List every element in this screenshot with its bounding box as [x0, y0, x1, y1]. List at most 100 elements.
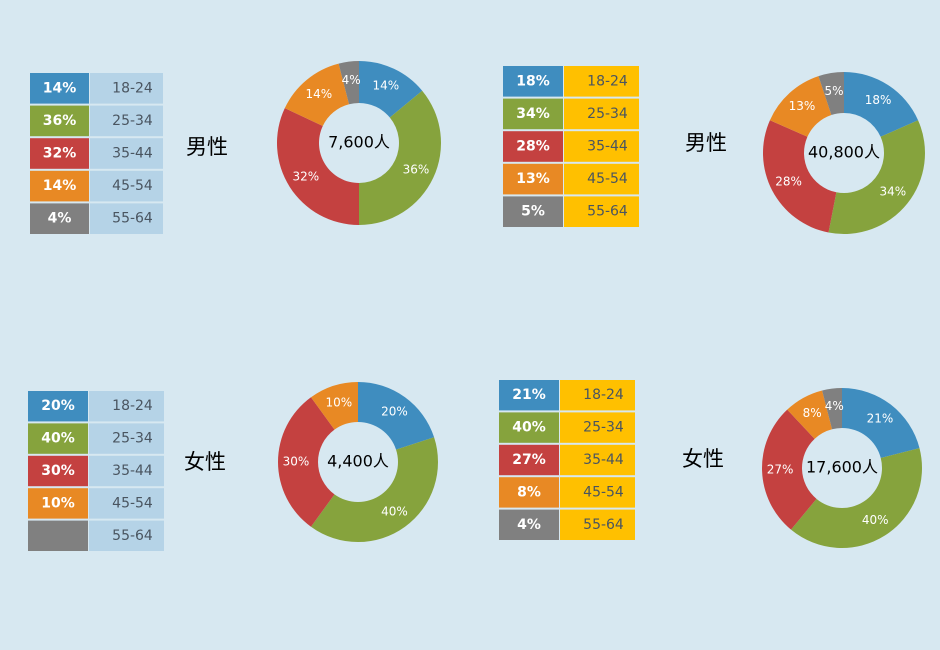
label-cell [560, 477, 635, 508]
percent-cell [30, 170, 89, 202]
age-label: 55-64 [112, 528, 153, 544]
label-cell [89, 455, 164, 487]
percent-cell [28, 391, 88, 422]
label-cell [564, 131, 639, 162]
gender-label: 男性 [186, 135, 228, 159]
donut-slice [310, 382, 358, 430]
label-cell [564, 163, 639, 195]
percent-label: 32% [43, 146, 77, 162]
age-label: 18-24 [587, 73, 628, 89]
slice-label: 8% [803, 406, 822, 420]
slice-label: 5% [825, 84, 844, 98]
percent-cell [499, 412, 559, 443]
percent-cell [30, 138, 89, 169]
label-cell [89, 423, 164, 454]
percent-cell [499, 477, 559, 508]
age-label: 25-34 [112, 431, 153, 447]
percent-label: 21% [512, 387, 546, 403]
age-label: 35-44 [583, 452, 624, 468]
age-label: 18-24 [112, 80, 153, 96]
slice-label: 40% [381, 505, 408, 519]
donut-slice [358, 382, 435, 450]
label-cell [90, 203, 163, 234]
donut-slice [277, 397, 335, 527]
donut-slice [761, 409, 817, 530]
age-label: 35-44 [587, 139, 628, 155]
label-cell [89, 488, 164, 519]
label-cell [560, 509, 635, 540]
label-cell [564, 66, 639, 97]
age-label: 35-44 [112, 146, 153, 162]
slice-label: 34% [880, 184, 907, 198]
center-total: 17,600人 [806, 458, 878, 477]
age-label: 55-64 [583, 517, 624, 533]
label-cell [90, 105, 163, 137]
donut-slice [844, 72, 919, 137]
age-label: 18-24 [583, 387, 624, 403]
donut-slice [818, 72, 844, 116]
label-cell [90, 73, 163, 104]
age-label: 25-34 [583, 420, 624, 436]
slice-label: 4% [342, 73, 361, 87]
percent-cell [503, 196, 563, 227]
percent-cell [499, 380, 559, 411]
percent-label: 27% [512, 452, 546, 468]
donut-slice [822, 388, 842, 430]
percent-label: 20% [41, 398, 75, 414]
label-cell [560, 380, 635, 411]
percent-cell [30, 73, 89, 104]
label-cell [564, 196, 639, 227]
percent-cell [503, 163, 563, 195]
percent-cell [499, 509, 559, 540]
slice-label: 14% [372, 78, 399, 92]
label-cell [90, 170, 163, 202]
donut-slice [284, 63, 350, 126]
age-label: 25-34 [112, 113, 153, 129]
percent-cell [499, 444, 559, 476]
percent-cell [30, 105, 89, 137]
percent-cell [503, 131, 563, 162]
age-label: 45-54 [587, 171, 628, 187]
slice-label: 27% [767, 462, 794, 476]
center-total: 40,800人 [808, 143, 880, 162]
gender-label: 男性 [685, 131, 727, 155]
center-total: 4,400人 [327, 452, 389, 471]
slice-label: 40% [862, 513, 889, 527]
donut-slice [763, 120, 837, 233]
age-label: 35-44 [112, 463, 153, 479]
percent-label: 36% [43, 113, 77, 129]
label-cell [89, 391, 164, 422]
donut-slice [791, 448, 922, 548]
slice-label: 28% [775, 174, 802, 188]
donut-slice [828, 120, 926, 234]
percent-cell [28, 455, 88, 487]
center-total: 7,600人 [328, 133, 390, 152]
age-label: 25-34 [587, 106, 628, 122]
donut-slice [310, 437, 439, 543]
slice-label: 36% [403, 162, 430, 176]
slice-label: 10% [326, 396, 353, 410]
donut-slice [338, 61, 359, 105]
percent-cell [503, 98, 563, 130]
slice-label: 14% [306, 87, 333, 101]
donut-slice [842, 388, 920, 459]
age-label: 45-54 [583, 484, 624, 500]
label-cell [89, 520, 164, 551]
donut-slice [769, 76, 832, 137]
gender-label: 女性 [682, 447, 724, 471]
slice-label: 18% [865, 93, 892, 107]
label-cell [560, 444, 635, 476]
donut-slice [276, 108, 359, 225]
percent-label: 4% [517, 517, 541, 533]
age-label: 45-54 [112, 495, 153, 511]
percent-label: 40% [512, 420, 546, 436]
slice-label: 4% [825, 399, 844, 413]
slice-label: 21% [867, 412, 894, 426]
age-label: 55-64 [587, 204, 628, 220]
age-label: 55-64 [112, 211, 153, 227]
percent-label: 4% [48, 211, 72, 227]
percent-cell [30, 203, 89, 234]
percent-cell [503, 66, 563, 97]
